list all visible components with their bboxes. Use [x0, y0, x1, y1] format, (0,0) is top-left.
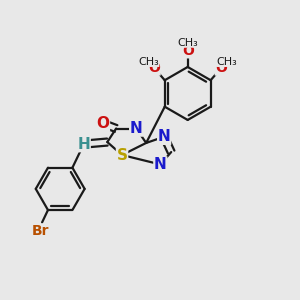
Text: CH₃: CH₃: [138, 57, 159, 67]
Text: H: H: [77, 136, 90, 152]
Text: CH₃: CH₃: [216, 57, 237, 67]
Text: Br: Br: [32, 224, 50, 238]
Text: S: S: [116, 148, 128, 163]
Text: CH₃: CH₃: [177, 38, 198, 47]
Text: O: O: [96, 116, 110, 131]
Text: N: N: [158, 129, 170, 144]
Text: N: N: [130, 121, 142, 136]
Text: O: O: [215, 61, 227, 75]
Text: O: O: [182, 44, 194, 58]
Text: O: O: [148, 61, 160, 75]
Text: N: N: [154, 157, 167, 172]
